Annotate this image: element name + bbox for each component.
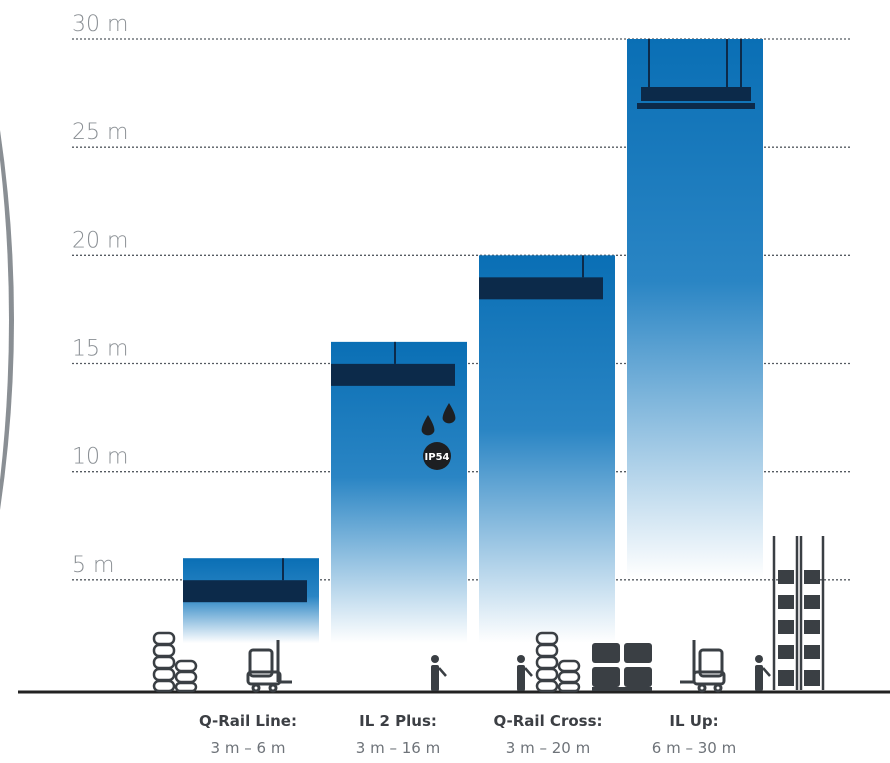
person-icon — [755, 655, 771, 691]
grid-layer: 5 m 10 m 15 m 20 m 25 m 30 m — [72, 12, 850, 581]
range-bar — [331, 341, 467, 644]
person-icon — [517, 655, 533, 691]
range-bar — [479, 255, 615, 644]
product-name: IL 2 Plus: — [359, 712, 437, 730]
y-tick-label: 20 m — [72, 228, 128, 253]
ip54-badge: IP54 — [421, 403, 456, 470]
fixture-body — [183, 580, 307, 603]
product-range: 6 m – 30 m — [652, 739, 736, 757]
decorative-arc-inner — [0, 160, 9, 480]
y-tick-label: 25 m — [72, 120, 128, 145]
forklift-icon — [246, 640, 292, 693]
y-tick-label: 30 m — [72, 12, 128, 37]
fixture-body — [637, 103, 755, 109]
product-range: 3 m – 6 m — [211, 739, 286, 757]
product-name: Q-Rail Cross: — [494, 712, 603, 730]
luminaire-icon — [183, 558, 307, 603]
forklift-icon — [680, 640, 726, 693]
person-icon — [431, 655, 447, 691]
y-tick-label: 10 m — [72, 445, 128, 470]
barrels-icon — [592, 643, 652, 691]
luminaire-icon — [331, 341, 455, 386]
water-drop-icon — [442, 403, 456, 424]
range-bar — [627, 39, 763, 579]
product-name: IL Up: — [669, 712, 718, 730]
tyres-icon — [152, 631, 198, 693]
product-range: 3 m – 20 m — [506, 739, 590, 757]
luminaire-icon — [637, 39, 755, 109]
y-tick-label: 5 m — [72, 553, 114, 578]
scenery — [152, 536, 825, 693]
labels-layer: Q-Rail Line: 3 m – 6 m IL 2 Plus: 3 m – 16 … — [199, 712, 736, 757]
luminaire-icon — [479, 255, 603, 300]
product-name: Q-Rail Line: — [199, 712, 297, 730]
bars-layer — [183, 39, 763, 644]
fixture-body — [331, 363, 455, 386]
fixture-body — [479, 277, 603, 300]
tyres-icon — [535, 631, 581, 693]
fixture-body — [641, 87, 751, 101]
product-range: 3 m – 16 m — [356, 739, 440, 757]
rack-icon — [772, 536, 825, 690]
y-tick-label: 15 m — [72, 337, 128, 362]
water-drop-icon — [421, 415, 435, 436]
badge-text: IP54 — [425, 452, 450, 463]
